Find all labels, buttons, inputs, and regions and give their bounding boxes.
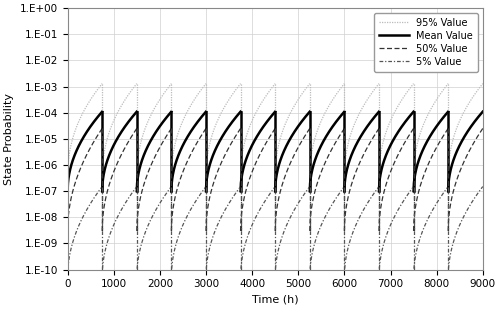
5% Value: [74, 228, 80, 232]
Line: Mean Value: Mean Value: [68, 112, 483, 191]
50% Value: [140, 187, 145, 190]
Mean Value: [428, 134, 434, 138]
95% Value: [480, 82, 486, 86]
Line: 5% Value: 5% Value: [68, 187, 483, 277]
Mean Value: [74, 148, 80, 152]
95% Value: [426, 110, 432, 114]
50% Value: [480, 127, 486, 130]
5% Value: [480, 185, 486, 188]
95% Value: [474, 88, 480, 92]
Mean Value: [227, 123, 233, 127]
Line: 95% Value: 95% Value: [68, 84, 483, 179]
5% Value: [428, 212, 434, 216]
Mean Value: [480, 110, 486, 113]
Mean Value: [64, 189, 70, 193]
5% Value: [227, 200, 233, 204]
95% Value: [428, 108, 434, 112]
95% Value: [227, 96, 233, 100]
5% Value: [426, 214, 432, 218]
50% Value: [227, 144, 233, 147]
95% Value: [74, 124, 80, 128]
95% Value: [140, 134, 145, 138]
Legend: 95% Value, Mean Value, 50% Value, 5% Value: 95% Value, Mean Value, 50% Value, 5% Val…: [374, 13, 478, 71]
5% Value: [140, 238, 145, 242]
Line: 50% Value: 50% Value: [68, 129, 483, 231]
Mean Value: [426, 136, 432, 140]
Mean Value: [474, 116, 480, 120]
50% Value: [74, 176, 80, 180]
5% Value: [64, 276, 70, 279]
X-axis label: Time (h): Time (h): [252, 295, 298, 305]
Mean Value: [140, 156, 145, 160]
95% Value: [64, 177, 70, 180]
50% Value: [426, 160, 432, 164]
50% Value: [428, 158, 434, 161]
5% Value: [474, 192, 480, 196]
50% Value: [474, 135, 480, 138]
Y-axis label: State Probability: State Probability: [4, 93, 14, 185]
50% Value: [64, 229, 70, 233]
